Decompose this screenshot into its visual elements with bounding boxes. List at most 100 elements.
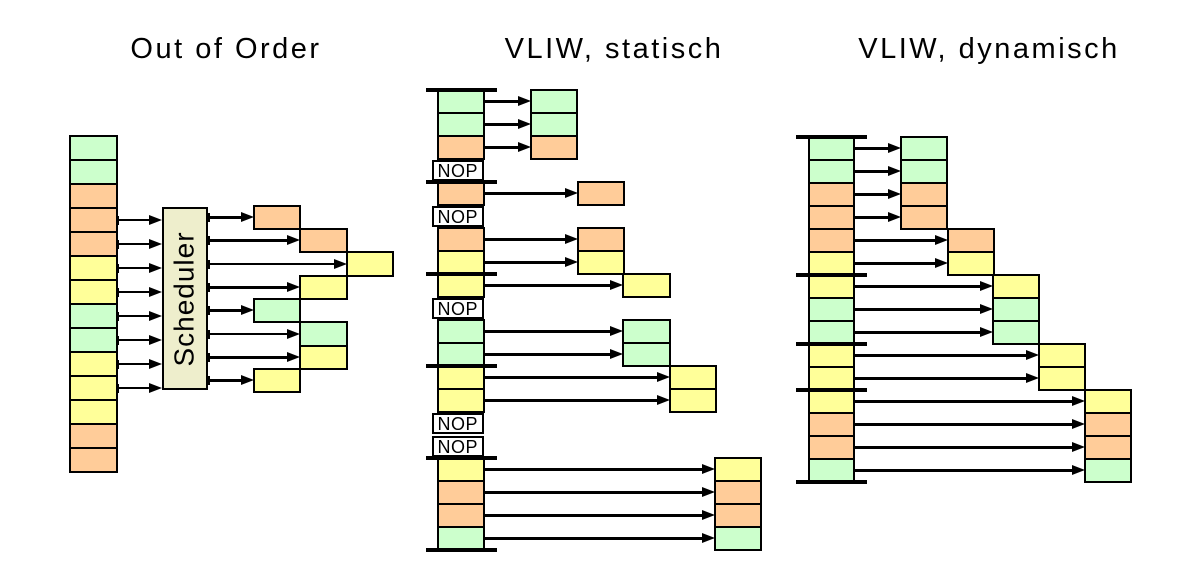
arrow-head <box>1071 419 1085 429</box>
bundle-separator <box>426 180 497 184</box>
nop-cell: NOP <box>432 160 484 181</box>
bundle-separator <box>796 273 867 277</box>
arrow-head <box>980 304 994 314</box>
issue-arrow <box>482 464 715 476</box>
arrow-line <box>853 239 940 242</box>
issued-cell <box>992 297 1041 322</box>
issued-cell <box>530 112 579 137</box>
arrow-head <box>657 395 670 405</box>
scheduler-box: Scheduler <box>162 207 208 390</box>
arrow-line <box>853 469 1077 472</box>
instruction-cell <box>808 182 855 207</box>
arrow-head <box>518 96 531 106</box>
arrow-head <box>149 214 162 225</box>
instruction-cell <box>808 366 855 391</box>
issue-arrow <box>482 257 578 269</box>
arrow-line <box>117 362 154 366</box>
issue-arrow <box>482 119 531 131</box>
arrow-head <box>610 326 624 336</box>
issue-arrow <box>852 166 901 178</box>
issue-arrow <box>207 351 301 363</box>
issue-arrow <box>482 533 715 545</box>
issue-arrow <box>852 396 1085 408</box>
arrow-line <box>117 314 154 318</box>
arrow-line <box>853 423 1077 426</box>
issued-cell <box>253 204 302 231</box>
arrow-head <box>657 372 670 382</box>
issued-cell <box>299 274 348 301</box>
issue-arrow <box>852 350 1039 362</box>
issued-cell <box>530 135 579 160</box>
arrow-line <box>483 376 662 379</box>
bundle-separator <box>426 272 497 276</box>
issue-arrow <box>482 395 670 407</box>
arrow-head <box>518 142 531 152</box>
arrow-head <box>888 189 901 199</box>
bundle-separator <box>796 135 867 139</box>
issued-cell <box>1083 389 1132 414</box>
issue-arrow <box>207 211 254 223</box>
arrow-line <box>853 193 893 196</box>
arrow-line <box>208 286 293 289</box>
arrow-line <box>483 537 707 540</box>
arrow-line <box>117 218 154 222</box>
issued-cell <box>1038 366 1086 391</box>
arrow-line <box>853 216 893 219</box>
arrow-head <box>1026 373 1039 383</box>
instruction-cell <box>69 447 118 473</box>
arrow-head <box>149 334 162 345</box>
issued-cell <box>669 388 718 413</box>
arrow-line <box>117 290 154 294</box>
arrow-head <box>1071 465 1085 475</box>
arrow-head <box>701 464 715 474</box>
instruction-cell <box>808 389 855 414</box>
arrow-line <box>483 123 523 126</box>
issued-cell <box>900 205 948 230</box>
arrow-head <box>888 166 901 176</box>
issue-arrow <box>852 258 948 270</box>
instruction-cell <box>808 251 855 276</box>
issued-cell <box>900 182 948 207</box>
nop-cell: NOP <box>432 298 484 319</box>
issued-cell <box>1083 412 1132 437</box>
instruction-cell <box>808 458 855 483</box>
bundle-separator <box>796 480 867 484</box>
instruction-cell <box>437 365 485 390</box>
arrow-line <box>208 309 246 312</box>
issue-arrow <box>852 281 994 293</box>
nop-cell: NOP <box>432 413 484 434</box>
issue-arrow <box>852 373 1039 385</box>
arrow-head <box>610 349 624 359</box>
arrow-line <box>853 262 940 265</box>
arrow-head <box>149 238 162 249</box>
instruction-cell <box>808 412 855 437</box>
issue-arrow <box>116 310 162 322</box>
bundle-separator <box>426 456 497 460</box>
arrow-head <box>241 211 254 222</box>
issued-cell <box>299 228 348 254</box>
issue-arrow <box>116 382 162 394</box>
arrow-head <box>701 510 715 520</box>
arrow-head <box>287 328 301 339</box>
instruction-cell <box>437 503 485 528</box>
issued-cell <box>253 368 302 394</box>
issued-cell <box>1083 435 1132 460</box>
arrow-head <box>149 310 162 321</box>
nop-cell: NOP <box>432 206 484 227</box>
arrow-head <box>610 280 624 290</box>
arrow-line <box>208 379 246 382</box>
instruction-cell <box>808 274 855 299</box>
arrow-head <box>518 119 531 129</box>
arrow-head <box>287 281 301 292</box>
nop-cell: NOP <box>432 436 484 457</box>
issue-arrow <box>207 375 254 387</box>
arrow-head <box>149 286 162 297</box>
arrow-line <box>483 146 523 149</box>
issue-arrow <box>116 214 162 226</box>
arrow-line <box>853 308 986 311</box>
instruction-cell <box>808 228 855 253</box>
issue-arrow <box>207 258 347 270</box>
arrow-line <box>208 332 293 336</box>
